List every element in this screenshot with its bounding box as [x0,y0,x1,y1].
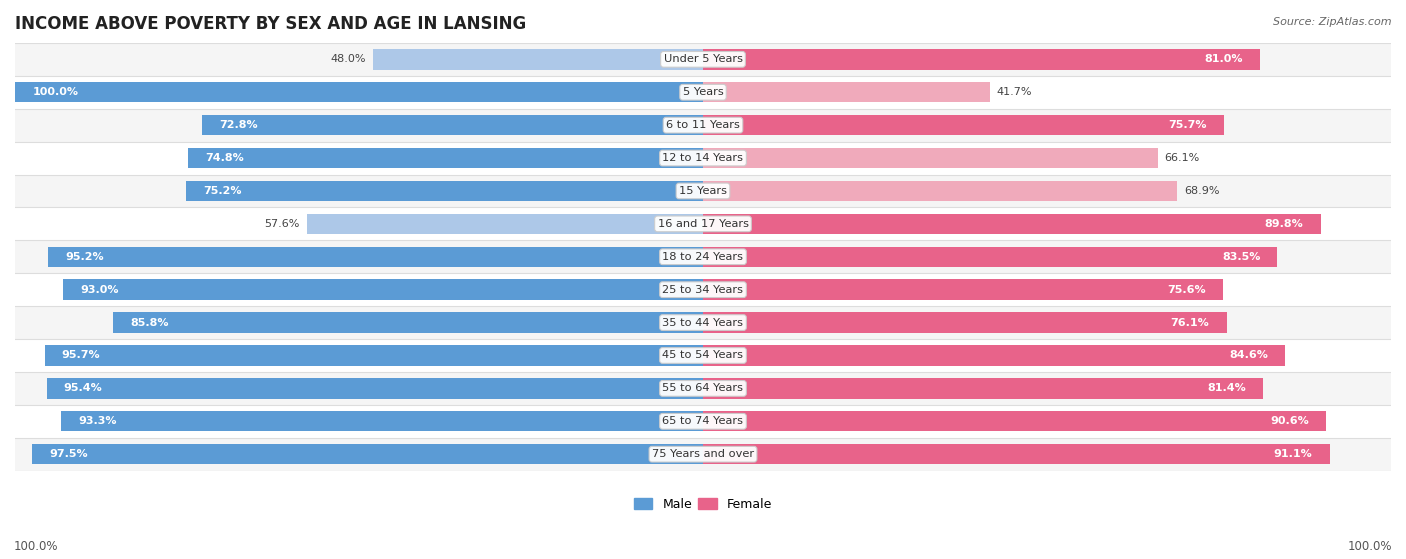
Bar [703,49,1260,69]
Text: 68.9%: 68.9% [1184,186,1219,196]
Bar [188,148,703,168]
Text: 90.6%: 90.6% [1271,416,1309,427]
Bar [63,280,703,300]
Bar [202,115,703,135]
Bar [8,240,1398,273]
Text: 12 to 14 Years: 12 to 14 Years [662,153,744,163]
Text: 35 to 44 Years: 35 to 44 Years [662,318,744,328]
Bar [703,411,1326,432]
Bar [703,312,1226,333]
Bar [8,43,1398,76]
Text: 84.6%: 84.6% [1229,350,1268,361]
Text: 6 to 11 Years: 6 to 11 Years [666,120,740,130]
Text: 65 to 74 Years: 65 to 74 Years [662,416,744,427]
Bar [112,312,703,333]
Legend: Male, Female: Male, Female [628,492,778,516]
Text: 25 to 34 Years: 25 to 34 Years [662,285,744,295]
Text: 74.8%: 74.8% [205,153,245,163]
Bar [8,174,1398,207]
Bar [8,108,1398,141]
Bar [703,148,1157,168]
Text: 75.6%: 75.6% [1167,285,1206,295]
Text: 93.3%: 93.3% [79,416,117,427]
Text: 93.0%: 93.0% [80,285,120,295]
Text: 100.0%: 100.0% [14,541,59,553]
Bar [8,372,1398,405]
Text: 55 to 64 Years: 55 to 64 Years [662,383,744,394]
Text: 5 Years: 5 Years [683,87,723,97]
Bar [8,76,1398,108]
Text: 41.7%: 41.7% [997,87,1032,97]
Text: 57.6%: 57.6% [264,219,299,229]
Text: 95.2%: 95.2% [65,252,104,262]
Text: 76.1%: 76.1% [1171,318,1209,328]
Bar [186,181,703,201]
Bar [703,247,1278,267]
Text: 100.0%: 100.0% [1347,541,1392,553]
Bar [8,141,1398,174]
Text: 91.1%: 91.1% [1274,449,1313,459]
Bar [15,82,703,102]
Bar [8,207,1398,240]
Text: 97.5%: 97.5% [49,449,89,459]
Text: 81.0%: 81.0% [1205,54,1243,64]
Bar [45,345,703,366]
Text: 83.5%: 83.5% [1222,252,1260,262]
Bar [703,345,1285,366]
Bar [8,339,1398,372]
Bar [703,82,990,102]
Bar [703,444,1330,465]
Bar [60,411,703,432]
Bar [32,444,703,465]
Bar [8,306,1398,339]
Bar [373,49,703,69]
Text: Source: ZipAtlas.com: Source: ZipAtlas.com [1274,17,1392,27]
Text: 75.2%: 75.2% [202,186,242,196]
Text: 81.4%: 81.4% [1208,383,1246,394]
Text: 15 Years: 15 Years [679,186,727,196]
Text: 66.1%: 66.1% [1164,153,1199,163]
Bar [8,273,1398,306]
Bar [703,181,1177,201]
Text: 48.0%: 48.0% [330,54,366,64]
Text: 18 to 24 Years: 18 to 24 Years [662,252,744,262]
Text: 45 to 54 Years: 45 to 54 Years [662,350,744,361]
Text: 75 Years and over: 75 Years and over [652,449,754,459]
Bar [307,214,703,234]
Bar [703,378,1263,399]
Bar [8,405,1398,438]
Bar [703,115,1223,135]
Text: 89.8%: 89.8% [1265,219,1303,229]
Text: 85.8%: 85.8% [129,318,169,328]
Text: 95.7%: 95.7% [62,350,100,361]
Bar [46,378,703,399]
Text: 75.7%: 75.7% [1168,120,1206,130]
Text: INCOME ABOVE POVERTY BY SEX AND AGE IN LANSING: INCOME ABOVE POVERTY BY SEX AND AGE IN L… [15,15,526,33]
Text: Under 5 Years: Under 5 Years [664,54,742,64]
Bar [703,214,1320,234]
Text: 16 and 17 Years: 16 and 17 Years [658,219,748,229]
Bar [8,438,1398,471]
Bar [48,247,703,267]
Text: 100.0%: 100.0% [32,87,79,97]
Text: 72.8%: 72.8% [219,120,257,130]
Text: 95.4%: 95.4% [63,383,103,394]
Bar [703,280,1223,300]
